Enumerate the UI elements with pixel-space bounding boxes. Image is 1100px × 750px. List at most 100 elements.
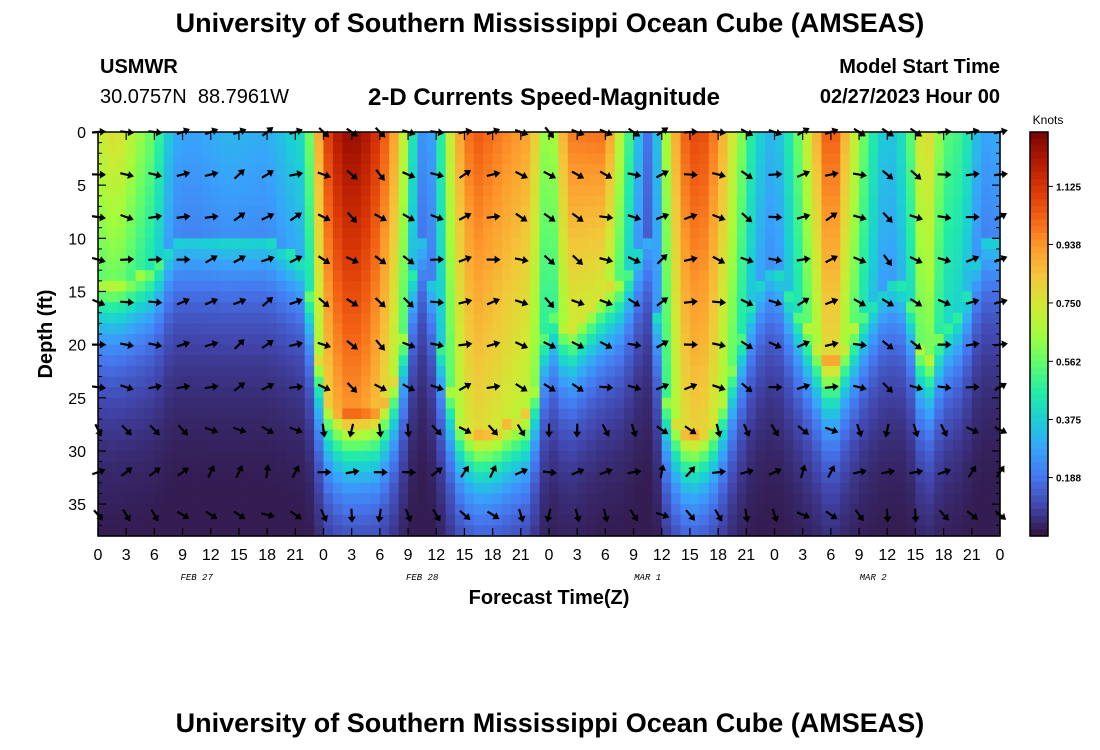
current-arrow [909, 297, 923, 307]
heatmap-cell [981, 238, 992, 250]
heatmap-cell [314, 270, 325, 282]
heatmap-cell [906, 323, 917, 335]
heatmap-cell [849, 206, 860, 218]
heatmap-cell [774, 334, 785, 346]
heatmap-cell [746, 334, 757, 346]
heatmap-cell [971, 387, 982, 399]
heatmap-cell [906, 206, 917, 218]
heatmap-cell [314, 472, 325, 484]
heatmap-cell [652, 323, 663, 335]
heatmap-cell [135, 387, 146, 399]
heatmap-cell [708, 504, 719, 516]
heatmap-cell [116, 482, 127, 495]
heatmap-cell [163, 248, 174, 261]
heatmap-cell [342, 248, 353, 261]
heatmap-cell [652, 142, 663, 154]
heatmap-cell [436, 142, 447, 154]
heatmap-cell [990, 472, 1001, 484]
heatmap-cell [924, 312, 935, 324]
heatmap-cell [408, 291, 419, 303]
heatmap-cell [389, 174, 400, 186]
heatmap-cell [633, 344, 644, 356]
heatmap-cell [755, 440, 766, 452]
heatmap-cell [116, 195, 127, 208]
heatmap-cell [502, 450, 513, 463]
heatmap-cell [671, 482, 682, 495]
heatmap-cell [173, 323, 184, 335]
heatmap-cell [502, 429, 513, 441]
heatmap-cell [276, 450, 287, 463]
heatmap-cell [295, 461, 306, 473]
heatmap-cell [248, 217, 259, 229]
heatmap-cell [361, 376, 372, 388]
heatmap-cell [718, 387, 729, 399]
current-arrow [656, 297, 669, 307]
heatmap-cell [154, 514, 165, 526]
current-arrow [937, 340, 952, 349]
heatmap-cell [915, 493, 926, 505]
heatmap-cell [981, 387, 992, 399]
heatmap-cell [736, 142, 747, 154]
heatmap-cell [943, 504, 954, 516]
heatmap-cell [652, 195, 663, 208]
heatmap-cell [680, 238, 691, 250]
heatmap-cell [238, 397, 249, 410]
heatmap-cell [549, 163, 559, 176]
station-name: USMWR [100, 56, 178, 78]
current-arrow [261, 382, 275, 391]
heatmap-cell [201, 482, 212, 495]
heatmap-cell [671, 408, 682, 420]
heatmap-cell [248, 344, 259, 356]
heatmap-cell [821, 291, 832, 303]
heatmap-cell [417, 312, 428, 324]
heatmap-cell [567, 153, 578, 165]
heatmap-cell [361, 280, 372, 293]
heatmap-cell [116, 514, 127, 526]
heatmap-cell [163, 312, 174, 324]
heatmap-cell [173, 174, 184, 186]
heatmap-cell [126, 280, 137, 293]
heatmap-cell [755, 238, 766, 250]
heatmap-cell [304, 472, 315, 484]
heatmap-cell [962, 323, 973, 335]
current-arrow [882, 211, 893, 223]
heatmap-cell [426, 248, 437, 261]
heatmap-cell [943, 302, 954, 314]
heatmap-cell [661, 408, 672, 420]
heatmap-cell [107, 270, 118, 282]
heatmap-cell [783, 408, 794, 420]
current-arrow [937, 213, 952, 222]
current-arrow [824, 340, 839, 349]
heatmap-cell [830, 419, 841, 431]
heatmap-cell [126, 525, 137, 537]
heatmap-cell [868, 206, 879, 218]
heatmap-cell [520, 344, 531, 356]
heatmap-cell [257, 174, 268, 186]
heatmap-cell [633, 163, 644, 176]
heatmap-cell [736, 514, 747, 526]
heatmap-cell [238, 323, 249, 335]
current-arrow [965, 340, 980, 349]
heatmap-cell [981, 514, 992, 526]
heatmap-cell [163, 429, 174, 441]
heatmap-cell [201, 132, 212, 144]
colorbar-step [1030, 360, 1048, 369]
heatmap-cell [323, 259, 334, 271]
heatmap-cell [708, 387, 719, 399]
heatmap-cell [539, 174, 550, 186]
heatmap-cell [248, 525, 259, 537]
heatmap-cell [652, 493, 663, 505]
heatmap-cell [520, 387, 531, 399]
heatmap-cell [783, 185, 794, 197]
x-tick-label: 21 [512, 547, 530, 564]
heatmap-cell [577, 493, 588, 505]
heatmap-cell [934, 323, 945, 335]
heatmap-cell [971, 376, 982, 388]
heatmap-cell [182, 493, 193, 505]
heatmap-cell [210, 365, 221, 378]
heatmap-cell [267, 312, 278, 324]
heatmap-cell [191, 291, 202, 303]
heatmap-cell [191, 419, 202, 431]
heatmap-cell [746, 163, 757, 176]
heatmap-cell [558, 132, 569, 144]
